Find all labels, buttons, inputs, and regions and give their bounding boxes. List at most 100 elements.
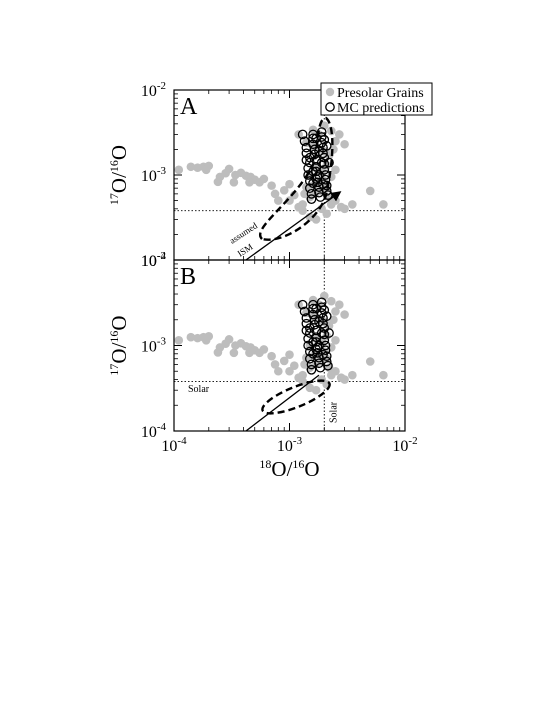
grain-point [326, 296, 336, 306]
grain-point [379, 200, 388, 209]
grain-point [379, 370, 388, 380]
mc-prediction-point [318, 349, 328, 360]
legend-marker-mc-predictions [325, 102, 335, 112]
grain-point [229, 178, 239, 187]
trend-line [245, 374, 320, 432]
grain-point [298, 200, 307, 209]
mc-prediction-point [306, 359, 317, 370]
dashed-ellipse [258, 116, 334, 241]
grain-point [365, 357, 375, 366]
grain-point [201, 165, 211, 175]
grain-point [298, 370, 307, 380]
grain-point [279, 186, 289, 195]
panel-label: B [180, 264, 196, 290]
mc-prediction-point [314, 146, 324, 157]
y-tick-label: 10-2 [141, 80, 166, 100]
grain-point [279, 356, 289, 366]
annotation-solar-horizontal: Solar [188, 384, 210, 395]
y-axis-label: 17O/16O [107, 145, 131, 205]
x-tick-label: 10-4 [161, 435, 187, 455]
legend-entry-mc-predictions: MC predictions [337, 101, 425, 116]
mc-prediction-point [311, 174, 321, 184]
legend-entry-presolar-grains: Presolar Grains [337, 86, 424, 101]
mc-prediction-point [316, 157, 327, 168]
mc-prediction-point [319, 305, 330, 315]
mc-prediction-point [304, 353, 315, 364]
grain-point [270, 189, 280, 199]
mc-prediction-point [324, 328, 334, 338]
grain-point [365, 186, 375, 196]
grain-point [298, 206, 307, 216]
x-tick-label: 10-2 [392, 435, 417, 455]
grain-point [285, 179, 294, 189]
y-axis-label: 17O/16O [107, 315, 131, 375]
grain-point [340, 375, 349, 384]
axis-ticks: 10-410-310-210-4 10-3 10-2 [141, 250, 418, 455]
dashed-ellipse [261, 379, 331, 415]
y-tick-label: 10-4 [141, 421, 167, 441]
mc-prediction-point [316, 302, 327, 313]
mc-prediction-point [319, 134, 330, 145]
mc-prediction-point [306, 189, 317, 199]
grain-point [174, 336, 184, 345]
mc-prediction-point [321, 311, 332, 322]
grain-point [259, 345, 269, 354]
grain-point [224, 164, 234, 174]
mc-prediction-point [306, 194, 317, 204]
grain-point [340, 139, 349, 149]
mc-prediction-point [323, 360, 333, 371]
grain-point [186, 162, 196, 172]
legend: Presolar Grains MC predictions [320, 82, 433, 116]
mc-prediction-point [297, 129, 308, 140]
grain-point [348, 370, 357, 380]
grain-point [245, 178, 254, 187]
grain-point [213, 177, 223, 187]
mc-prediction-point [304, 328, 315, 338]
grain-point [274, 366, 283, 376]
grain-point [267, 351, 276, 361]
mc-predictions-series [297, 297, 334, 375]
grain-point [274, 196, 283, 205]
trend-annotations [245, 116, 342, 261]
grain-point [335, 300, 344, 310]
grain-point [331, 366, 340, 376]
trend-line [245, 191, 342, 261]
mc-prediction-point [306, 364, 317, 375]
grain-point [348, 200, 357, 209]
y-tick-label: 10-3 [141, 165, 167, 185]
grain-point [174, 165, 184, 175]
mc-prediction-point [304, 183, 315, 194]
x-tick-label: 10-3 [277, 435, 303, 455]
x-axis-label: 18O/16O [259, 457, 319, 481]
grain-point [311, 385, 321, 395]
legend-box [320, 82, 433, 116]
mc-prediction-point [321, 141, 332, 151]
y-tick-label: 10-4 [141, 250, 167, 270]
mc-prediction-point [299, 136, 310, 147]
mc-prediction-point [297, 299, 308, 310]
annotation-solar-vertical: Solar [328, 401, 339, 423]
mc-prediction-point [304, 157, 315, 168]
grain-point [213, 348, 223, 357]
mc-prediction-point [299, 306, 310, 317]
mc-prediction-point [311, 344, 321, 355]
plot-frame [173, 259, 406, 432]
grain-point [186, 332, 196, 342]
mc-prediction-point [304, 152, 315, 163]
panel-b: 10-410-310-210-4 10-3 10-2 B 17O/16O 18O/1… [107, 250, 418, 481]
grain-point [340, 310, 349, 319]
grain-point [259, 174, 269, 184]
grain-point [285, 366, 294, 376]
grain-point [331, 336, 340, 345]
panel-a: 10-410-310-2 A 17O/16O assumed ISM Preso… [107, 80, 433, 270]
legend-marker-presolar-grains [325, 87, 335, 97]
mc-prediction-point [324, 157, 334, 168]
grain-point [270, 360, 280, 369]
mc-prediction-point [320, 340, 331, 351]
axis-ticks: 10-4 10-3 10-2 [141, 80, 406, 270]
grain-point [267, 181, 276, 190]
grain-point [340, 204, 349, 214]
y-tick-label: 10-3 [141, 336, 167, 356]
mc-predictions-series [297, 127, 334, 204]
